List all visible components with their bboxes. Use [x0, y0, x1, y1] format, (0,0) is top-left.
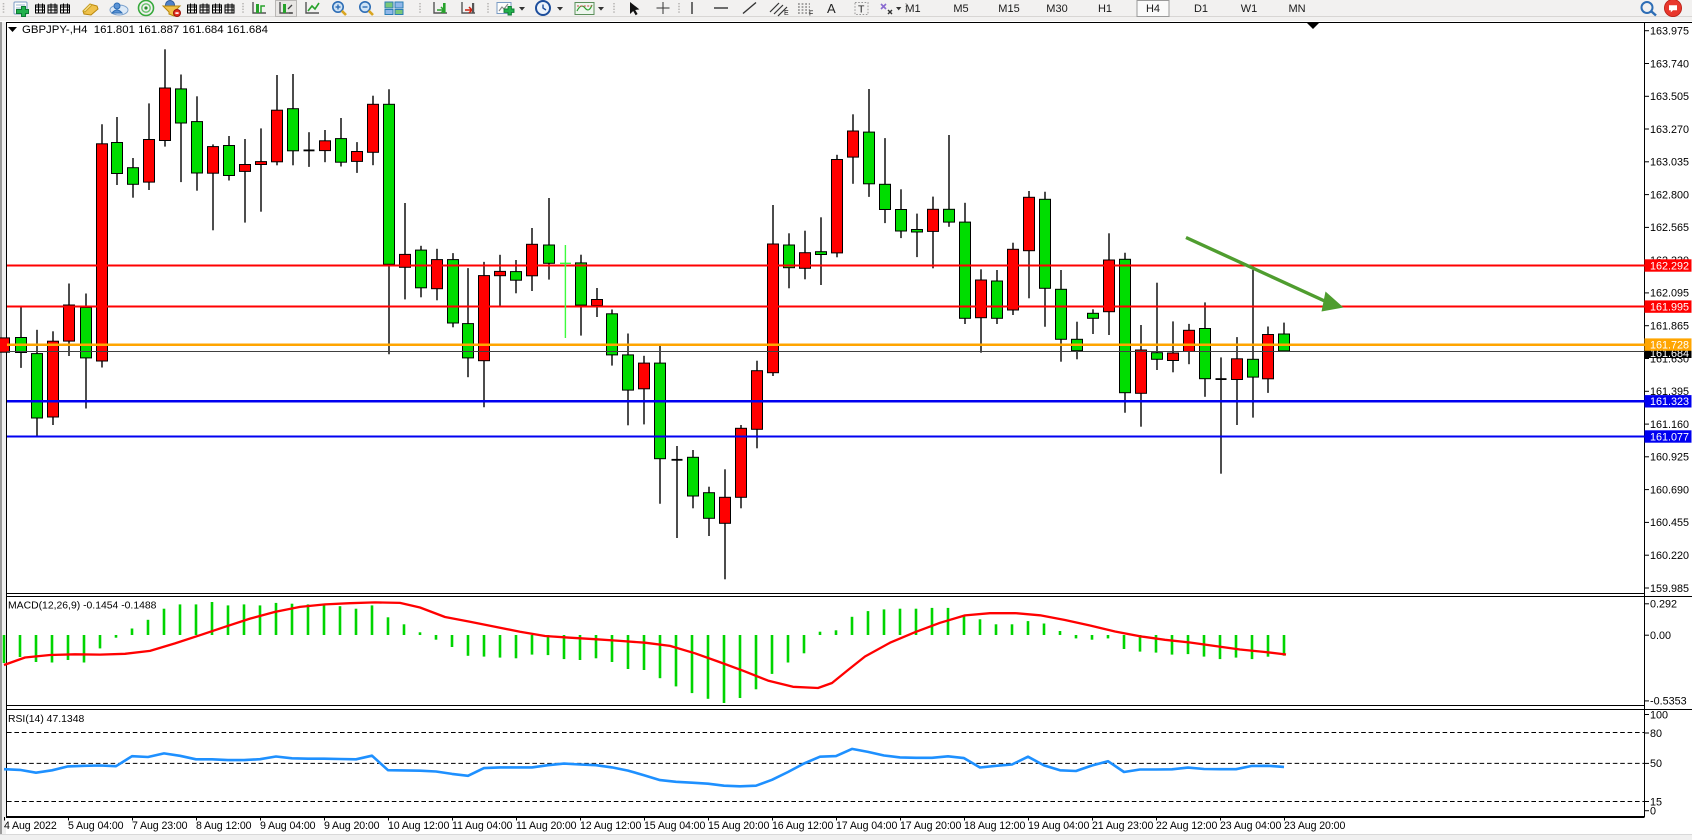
svg-text:15 Aug 04:00: 15 Aug 04:00 [644, 820, 705, 832]
svg-text:163.740: 163.740 [1650, 58, 1689, 70]
svg-text:23 Aug 04:00: 23 Aug 04:00 [1220, 820, 1281, 832]
svg-text:0.00: 0.00 [1650, 630, 1671, 642]
svg-text:159.985: 159.985 [1650, 583, 1689, 595]
svg-text:162.095: 162.095 [1650, 288, 1689, 300]
svg-text:A: A [827, 1, 836, 16]
svg-text:9 Aug 20:00: 9 Aug 20:00 [324, 820, 380, 832]
svg-text:H1: H1 [1098, 3, 1112, 15]
svg-text:MN: MN [1288, 3, 1305, 15]
svg-text:F: F [809, 11, 813, 18]
svg-text:MACD(12,26,9) -0.1454 -0.1488: MACD(12,26,9) -0.1454 -0.1488 [8, 601, 157, 612]
svg-text:23 Aug 20:00: 23 Aug 20:00 [1284, 820, 1345, 832]
svg-text:80: 80 [1650, 728, 1662, 740]
svg-text:161.323: 161.323 [1650, 396, 1689, 408]
svg-text:160.690: 160.690 [1650, 484, 1689, 496]
svg-text:163.975: 163.975 [1650, 26, 1689, 38]
svg-text:22 Aug 12:00: 22 Aug 12:00 [1156, 820, 1217, 832]
svg-text:T: T [858, 4, 865, 16]
svg-text:H4: H4 [1146, 3, 1160, 15]
svg-text:11 Aug 04:00: 11 Aug 04:00 [452, 820, 513, 832]
svg-text:D1: D1 [1194, 3, 1208, 15]
svg-text:161.728: 161.728 [1650, 340, 1689, 352]
svg-text:162.292: 162.292 [1650, 260, 1689, 272]
svg-text:15 Aug 20:00: 15 Aug 20:00 [708, 820, 769, 832]
svg-text:7 Aug 23:00: 7 Aug 23:00 [132, 820, 188, 832]
svg-text:8 Aug 12:00: 8 Aug 12:00 [196, 820, 252, 832]
svg-text:RSI(14) 47.1348: RSI(14) 47.1348 [8, 714, 84, 725]
svg-text:16 Aug 12:00: 16 Aug 12:00 [772, 820, 833, 832]
svg-text:21 Aug 23:00: 21 Aug 23:00 [1092, 820, 1153, 832]
svg-text:10 Aug 12:00: 10 Aug 12:00 [388, 820, 449, 832]
svg-text:18 Aug 12:00: 18 Aug 12:00 [964, 820, 1025, 832]
svg-text:160.220: 160.220 [1650, 550, 1689, 562]
svg-text:161.160: 161.160 [1650, 419, 1689, 431]
svg-text:4 Aug 2022: 4 Aug 2022 [4, 820, 57, 832]
svg-text:163.035: 163.035 [1650, 157, 1689, 169]
svg-text:M15: M15 [998, 3, 1019, 15]
svg-text:W1: W1 [1241, 3, 1258, 15]
svg-text:163.270: 163.270 [1650, 124, 1689, 136]
svg-text:162.800: 162.800 [1650, 189, 1689, 201]
svg-text:0: 0 [1650, 806, 1656, 818]
svg-text:163.505: 163.505 [1650, 91, 1689, 103]
svg-text:160.925: 160.925 [1650, 452, 1689, 464]
svg-text:161.995: 161.995 [1650, 302, 1689, 314]
svg-text:162.565: 162.565 [1650, 222, 1689, 234]
svg-text:11 Aug 20:00: 11 Aug 20:00 [516, 820, 577, 832]
svg-text:160.455: 160.455 [1650, 517, 1689, 529]
svg-text:17 Aug 20:00: 17 Aug 20:00 [900, 820, 961, 832]
svg-text:-0.5353: -0.5353 [1650, 696, 1687, 708]
svg-text:161.684: 161.684 [1650, 348, 1689, 360]
svg-text:100: 100 [1650, 709, 1668, 721]
svg-text:15: 15 [1650, 796, 1662, 808]
svg-text:50: 50 [1650, 758, 1662, 770]
svg-text:161.865: 161.865 [1650, 321, 1689, 333]
svg-text:M1: M1 [905, 3, 920, 15]
svg-text:0.292: 0.292 [1650, 599, 1677, 611]
svg-text:161.077: 161.077 [1650, 431, 1689, 443]
svg-text:M5: M5 [953, 3, 968, 15]
svg-text:5 Aug 04:00: 5 Aug 04:00 [68, 820, 124, 832]
svg-text:GBPJPY-,H4 161.801 161.887 16: GBPJPY-,H4 161.801 161.887 161.684 161.6… [22, 24, 268, 36]
svg-text:M30: M30 [1046, 3, 1067, 15]
svg-text:12 Aug 12:00: 12 Aug 12:00 [580, 820, 641, 832]
svg-text:E: E [784, 10, 789, 17]
svg-text:19 Aug 04:00: 19 Aug 04:00 [1028, 820, 1089, 832]
svg-text:9 Aug 04:00: 9 Aug 04:00 [260, 820, 316, 832]
svg-text:17 Aug 04:00: 17 Aug 04:00 [836, 820, 897, 832]
